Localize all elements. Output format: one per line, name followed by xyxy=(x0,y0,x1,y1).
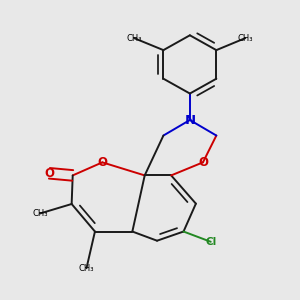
Text: O: O xyxy=(44,167,54,180)
Text: CH₃: CH₃ xyxy=(32,209,48,218)
Text: CH₃: CH₃ xyxy=(126,34,142,43)
Text: CH₃: CH₃ xyxy=(238,34,253,43)
Text: N: N xyxy=(184,113,195,127)
Text: CH₃: CH₃ xyxy=(79,264,94,273)
Text: O: O xyxy=(198,156,208,169)
Text: Cl: Cl xyxy=(205,237,216,247)
Text: O: O xyxy=(98,156,107,169)
